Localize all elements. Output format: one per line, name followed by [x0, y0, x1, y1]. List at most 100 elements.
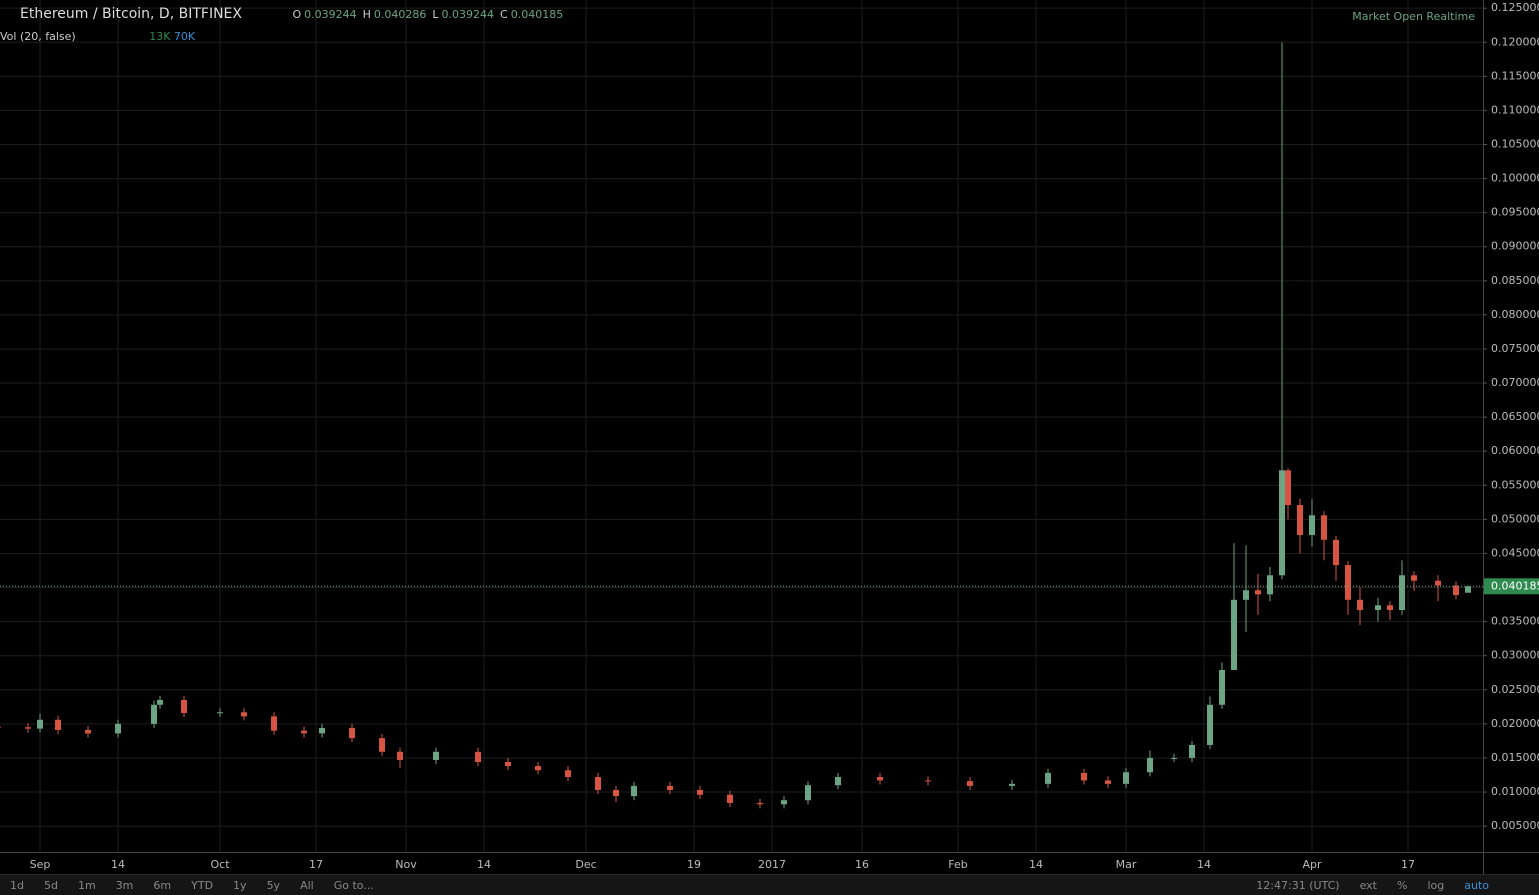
candle-body [433, 751, 440, 760]
candle-body [1411, 575, 1418, 581]
y-tick-label: 0.095000 [1491, 206, 1539, 219]
candle-body [1375, 605, 1382, 611]
candle-body [151, 704, 158, 724]
candle-body [667, 785, 674, 790]
candle-body [1123, 772, 1130, 784]
candle-body [1171, 757, 1178, 759]
candle-body [1333, 539, 1340, 566]
candle-body [1297, 505, 1304, 536]
symbol[interactable]: Ethereum / Bitcoin, D, BITFINEX [20, 6, 242, 22]
candle-body [1243, 590, 1250, 600]
range-button[interactable]: 1d [10, 878, 24, 892]
candle-body [1435, 580, 1442, 586]
candle-body [835, 777, 842, 786]
candle-body [805, 785, 812, 801]
option-button[interactable]: % [1397, 878, 1408, 892]
candle-body [877, 777, 884, 781]
x-tick-label: 16 [855, 858, 869, 871]
y-tick-label: 0.105000 [1491, 137, 1539, 150]
ohlc-value: 0.039244 [304, 8, 357, 21]
range-button[interactable]: 5y [266, 878, 281, 892]
candle-body [1387, 605, 1394, 611]
x-tick-label: 2017 [758, 858, 786, 871]
x-tick-label: Nov [395, 858, 417, 871]
range-button[interactable]: 1y [233, 878, 247, 892]
candle-body [25, 727, 32, 729]
y-tick-label: 0.115000 [1491, 69, 1539, 82]
y-tick-label: 0.050000 [1491, 512, 1539, 525]
last-price-box [1484, 578, 1539, 595]
ohlc-key: H [362, 8, 371, 21]
y-tick-label: 0.035000 [1491, 615, 1539, 628]
x-tick-label: Feb [948, 858, 967, 871]
candle-body [1147, 757, 1154, 773]
candle-body [1231, 599, 1238, 671]
study-name[interactable]: Vol (20, false) [0, 30, 76, 43]
option-button[interactable]: ext [1359, 878, 1377, 892]
candle-body [241, 712, 248, 717]
candle-body [349, 727, 356, 739]
ohlc-key: O [292, 8, 302, 21]
candle-body [85, 729, 92, 734]
candle-body [157, 700, 164, 705]
chart-header: Ethereum / Bitcoin, D, BITFINEX O 0.03924… [0, 6, 563, 22]
ohlc: O 0.039244 H 0.040286 L 0.039244 C 0.040185 [286, 6, 563, 22]
candle-body [397, 751, 404, 760]
y-tick-label: 0.065000 [1491, 410, 1539, 423]
range-button[interactable]: YTD [191, 878, 214, 892]
study-value: 70K [173, 30, 196, 43]
candle-body [1345, 565, 1352, 600]
y-tick-label: 0.045000 [1491, 546, 1539, 559]
candle-body [1321, 515, 1328, 540]
candle-body [1189, 744, 1196, 758]
y-tick-label: 0.100000 [1491, 172, 1539, 185]
y-axis-background [1483, 0, 1539, 874]
x-tick-label: Oct [211, 858, 231, 871]
ohlc-value: 0.039244 [441, 8, 495, 21]
candle-body [475, 751, 482, 763]
x-tick-label: 14 [1029, 858, 1043, 871]
candle-body [1255, 590, 1262, 595]
range-button[interactable]: 1m [77, 878, 96, 892]
y-tick-label: 0.125000 [1491, 1, 1539, 14]
candle-body [925, 780, 932, 782]
candle-body [1081, 772, 1088, 781]
candle-body [1267, 575, 1274, 595]
ohlc-value: 0.040286 [373, 8, 427, 21]
candle-body [301, 730, 308, 734]
x-tick-label: 14 [477, 858, 491, 871]
range-button[interactable]: All [300, 878, 314, 892]
x-tick-label: Dec [575, 858, 596, 871]
range-button[interactable]: 3m [115, 878, 134, 892]
candle-body [967, 781, 974, 786]
candle-body [1309, 515, 1316, 536]
x-tick-label: 19 [687, 858, 701, 871]
candle-body [757, 802, 764, 805]
y-tick-label: 0.030000 [1491, 649, 1539, 662]
candle-body [55, 719, 62, 730]
last-price-label: 0.040185 [1491, 579, 1539, 592]
y-tick-label: 0.070000 [1491, 376, 1539, 389]
y-tick-label: 0.055000 [1491, 478, 1539, 491]
candle-body [595, 777, 602, 790]
candle-body [697, 789, 704, 795]
candle-body [1465, 586, 1472, 593]
ohlc-key: C [500, 8, 508, 21]
option-button[interactable]: auto [1464, 878, 1489, 892]
y-tick-label: 0.080000 [1491, 308, 1539, 321]
range-button[interactable]: 6m [153, 878, 172, 892]
candle-body [535, 766, 542, 771]
candle-body [1045, 772, 1052, 784]
x-tick-label: 17 [1401, 858, 1415, 871]
range-button[interactable]: 5d [43, 878, 58, 892]
candle-body [181, 700, 188, 713]
y-tick-label: 0.060000 [1491, 444, 1539, 457]
study-value: 13K [149, 30, 171, 43]
ohlc-value: 0.040185 [510, 8, 564, 21]
candle-body [0, 726, 2, 728]
y-tick-label: 0.020000 [1491, 717, 1539, 730]
range-button[interactable]: Go to... [333, 878, 374, 892]
bottom-toolbar: 1d 5d 1m 3m 6m YTD 1y 5y All Go to... 12:47:31 (UT… [0, 874, 1539, 895]
candle-body [727, 794, 734, 803]
option-button[interactable]: log [1427, 878, 1445, 892]
